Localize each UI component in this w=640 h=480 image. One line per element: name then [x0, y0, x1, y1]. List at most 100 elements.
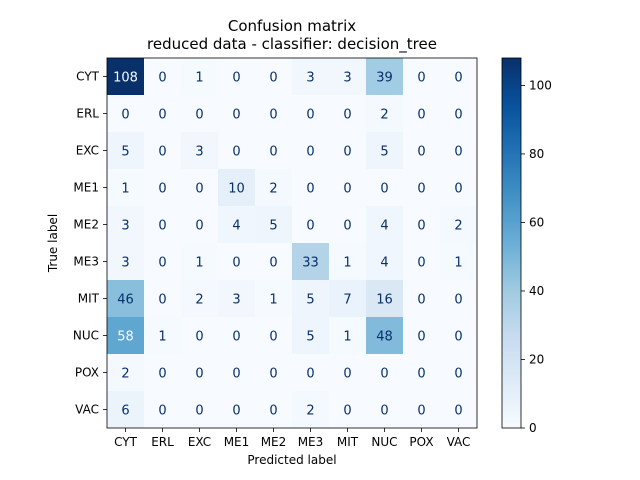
heatmap-cell	[440, 243, 478, 281]
heatmap-cell	[107, 95, 145, 133]
y-tick-label: MIT	[78, 292, 100, 306]
x-tick-label: ME3	[298, 435, 324, 449]
heatmap-cell	[181, 58, 219, 96]
cell-value-label: 0	[195, 404, 203, 419]
heatmap-cell	[255, 280, 293, 318]
cell-value-label: 0	[195, 330, 203, 345]
cell-value-label: 5	[269, 219, 277, 234]
heatmap-cell	[440, 95, 478, 133]
cell-value-label: 0	[343, 182, 351, 197]
heatmap-cell	[107, 391, 145, 429]
cell-value-label: 0	[417, 256, 425, 271]
heatmap-cell	[440, 169, 478, 207]
colorbar-tick-label: 0	[529, 421, 537, 435]
heatmap-cell	[181, 317, 219, 355]
cell-value-label: 4	[380, 256, 388, 271]
cell-value-label: 0	[158, 71, 166, 86]
heatmap-cell	[107, 354, 145, 392]
heatmap-cell	[255, 132, 293, 170]
heatmap-cell	[218, 58, 256, 96]
cell-value-label: 0	[195, 182, 203, 197]
heatmap-cell	[403, 132, 441, 170]
cell-value-label: 10	[228, 182, 245, 197]
cell-value-label: 46	[117, 293, 134, 308]
heatmap-cell	[107, 243, 145, 281]
heatmap-cell	[181, 95, 219, 133]
heatmap-cell	[440, 317, 478, 355]
cell-value-label: 0	[417, 367, 425, 382]
colorbar-tick-label: 100	[529, 78, 552, 92]
cell-value-label: 0	[158, 108, 166, 123]
cell-value-label: 0	[269, 367, 277, 382]
chart-title: Confusion matrix	[227, 17, 357, 35]
heatmap-cell	[144, 243, 182, 281]
x-tick-label: ME1	[224, 435, 250, 449]
heatmap-cell	[218, 132, 256, 170]
heatmap-cell	[144, 317, 182, 355]
x-axis-label: Predicted label	[247, 453, 336, 467]
heatmap-cell	[440, 391, 478, 429]
cell-value-label: 1	[195, 256, 203, 271]
y-axis-label: True label	[46, 214, 60, 273]
heatmap-cell	[107, 169, 145, 207]
colorbar-tick-label: 80	[529, 147, 544, 161]
heatmap-cell	[292, 95, 330, 133]
heatmap-cell	[292, 280, 330, 318]
cell-value-label: 16	[376, 293, 393, 308]
y-tick-label: VAC	[75, 403, 99, 417]
heatmap-cell	[107, 206, 145, 244]
x-tick-label: VAC	[447, 435, 471, 449]
colorbar-tick-label: 20	[529, 352, 544, 366]
cell-value-label: 0	[269, 404, 277, 419]
heatmap-cell	[181, 243, 219, 281]
cell-value-label: 0	[417, 145, 425, 160]
cell-value-label: 108	[113, 71, 138, 86]
cell-value-label: 0	[343, 219, 351, 234]
heatmap-cell	[403, 169, 441, 207]
cell-value-label: 0	[454, 404, 462, 419]
cell-value-label: 0	[417, 182, 425, 197]
cell-value-label: 0	[306, 108, 314, 123]
heatmap-cell	[366, 132, 404, 170]
heatmap-cell	[292, 169, 330, 207]
cell-value-label: 0	[417, 108, 425, 123]
heatmap-cell	[255, 206, 293, 244]
cell-value-label: 7	[343, 293, 351, 308]
cell-value-label: 0	[195, 108, 203, 123]
cell-value-label: 0	[232, 145, 240, 160]
cell-value-label: 0	[454, 367, 462, 382]
heatmap-cell	[366, 354, 404, 392]
y-tick-label: ME1	[73, 181, 99, 195]
cell-value-label: 0	[380, 367, 388, 382]
x-tick-label: POX	[409, 435, 433, 449]
y-tick-label: ERL	[76, 107, 99, 121]
cell-value-label: 0	[195, 367, 203, 382]
cell-value-label: 1	[121, 182, 129, 197]
heatmap-cell	[218, 391, 256, 429]
x-tick-label: ERL	[151, 435, 174, 449]
cell-value-label: 0	[417, 71, 425, 86]
heatmap-cell	[440, 206, 478, 244]
cell-value-label: 0	[195, 219, 203, 234]
cell-value-label: 0	[269, 330, 277, 345]
heatmap-cell	[292, 354, 330, 392]
heatmap-cell	[440, 132, 478, 170]
heatmap-cell	[181, 354, 219, 392]
heatmap-cell	[255, 243, 293, 281]
axes-frame	[106, 57, 478, 429]
cell-value-label: 0	[306, 182, 314, 197]
heatmap-cell	[329, 95, 367, 133]
cell-value-label: 2	[454, 219, 462, 234]
heatmap-cell	[181, 280, 219, 318]
heatmap-cell	[366, 391, 404, 429]
cell-value-label: 0	[380, 404, 388, 419]
cell-value-label: 3	[306, 71, 314, 86]
heatmap-cell	[366, 280, 404, 318]
cell-value-label: 48	[376, 330, 393, 345]
cell-value-label: 1	[269, 293, 277, 308]
cell-value-label: 2	[269, 182, 277, 197]
heatmap-cell	[144, 206, 182, 244]
cell-value-label: 4	[232, 219, 240, 234]
x-tick-label: CYT	[114, 435, 137, 449]
